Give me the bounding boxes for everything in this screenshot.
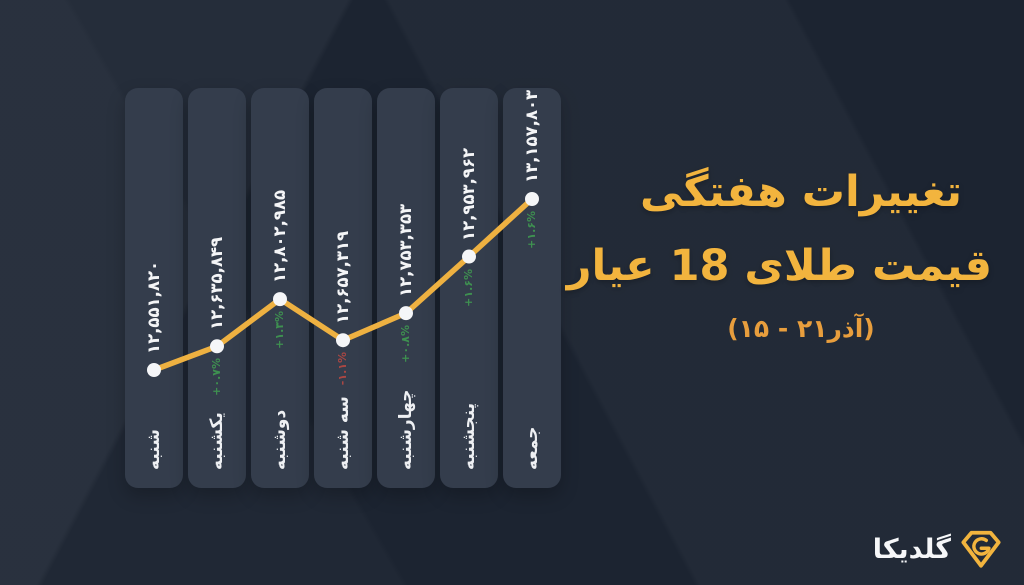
day-label: شنبه [144, 429, 164, 470]
change-percent-label: -۱.۱% [336, 352, 349, 386]
price-label: ۱۲,۶۵۷,۳۱۹ [333, 231, 352, 325]
price-label: ۱۲,۷۵۳,۳۵۳ [396, 204, 415, 298]
price-label: ۱۳,۱۵۷,۸۰۳ [522, 89, 541, 183]
price-label: ۱۲,۹۵۳,۹۶۲ [459, 147, 478, 241]
change-percent-label: +۱.۶% [462, 268, 475, 307]
price-label: ۱۲,۸۰۲,۹۸۵ [270, 190, 289, 284]
change-percent-label: +۱.۳% [273, 311, 286, 349]
title-block: تغییرات هفتگی قیمت طلای 18 عیار (۱۵ - ۲۱… [566, 156, 992, 343]
goldika-gem-icon [960, 528, 1002, 570]
day-label: پنجشنبه [459, 402, 479, 470]
page-title-line1: تغییرات هفتگی [639, 167, 963, 217]
goldika-logo: گلدیکا [873, 528, 1002, 570]
change-percent-label: +۰.۸% [399, 325, 412, 363]
price-label: ۱۲,۵۵۱,۸۲۰ [144, 260, 163, 354]
price-label: ۱۲,۶۳۵,۸۴۹ [207, 237, 226, 331]
logo-wordmark: گلدیکا [872, 533, 951, 565]
day-label: جمعه [522, 426, 542, 470]
change-percent-label: +۰.۷% [210, 358, 223, 397]
change-percent-label: +۱.۶% [525, 211, 538, 249]
date-range-subtitle: (۱۵ - ۲۱آذر) [727, 313, 875, 343]
page-title-line2: قیمت طلای 18 عیار [566, 240, 992, 291]
